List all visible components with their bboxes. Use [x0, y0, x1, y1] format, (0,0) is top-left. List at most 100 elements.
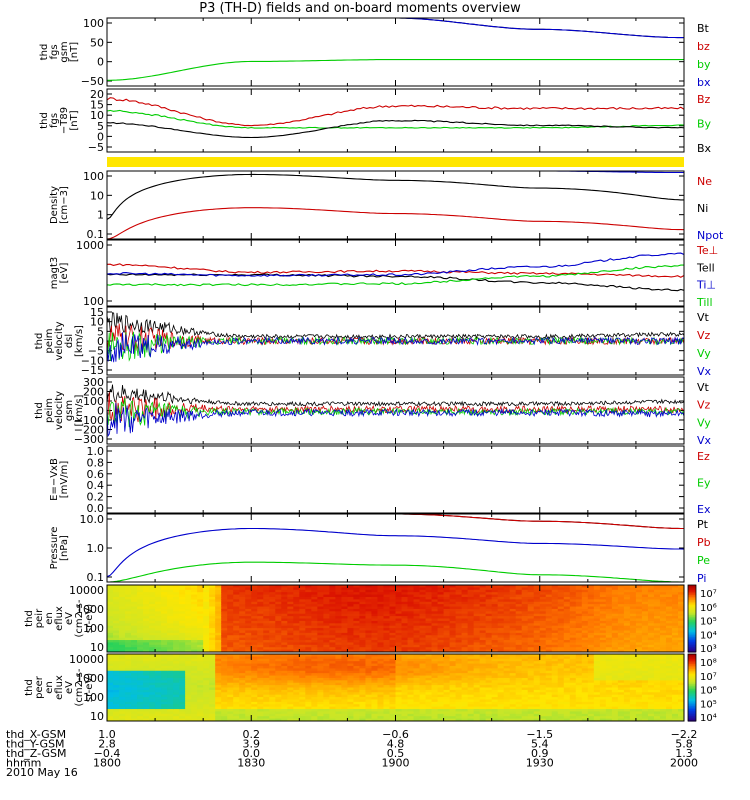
heatmap-cell: [395, 687, 403, 691]
heatmap-cell: [509, 718, 517, 721]
heatmap-cell: [599, 606, 607, 610]
heatmap-cell: [425, 587, 433, 591]
heatmap-cell: [113, 594, 120, 598]
heatmap-cell: [137, 628, 144, 632]
heatmap-cell: [299, 616, 306, 620]
heatmap-cell: [359, 685, 367, 689]
heatmap-cell: [647, 635, 655, 639]
heatmap-cell: [107, 644, 114, 648]
heatmap-cell: [431, 589, 439, 593]
heatmap-cell: [515, 618, 523, 622]
heatmap-cell: [605, 640, 613, 644]
heatmap-cell: [545, 665, 553, 669]
heatmap-cell: [527, 716, 535, 720]
heatmap-cell: [431, 694, 439, 698]
heatmap-cell: [329, 611, 336, 615]
heatmap-cell: [257, 647, 264, 651]
heatmap-cell: [425, 637, 433, 641]
heatmap-cell: [329, 640, 336, 644]
heatmap-cell: [521, 670, 529, 674]
heatmap-cell: [317, 637, 324, 641]
heatmap-cell: [389, 665, 397, 669]
heatmap-cell: [227, 613, 234, 617]
heatmap-cell: [383, 642, 391, 646]
heatmap-cell: [275, 689, 282, 693]
heatmap-cell: [293, 649, 300, 652]
heatmap-cell: [185, 640, 192, 644]
heatmap-cell: [281, 616, 288, 620]
heatmap-cell: [293, 668, 300, 672]
heatmap-cell: [413, 613, 421, 617]
heatmap-cell: [191, 630, 198, 634]
legend-label: Vt: [697, 381, 710, 394]
heatmap-cell: [293, 665, 300, 669]
heatmap-cell: [491, 677, 499, 681]
heatmap-cell: [335, 658, 343, 662]
heatmap-cell: [113, 585, 120, 588]
heatmap-cell: [455, 685, 463, 689]
heatmap-cell: [179, 685, 186, 689]
heatmap-cell: [413, 630, 421, 634]
heatmap-cell: [275, 665, 282, 669]
heatmap-cell: [545, 675, 553, 679]
heatmap-cell: [443, 699, 451, 703]
heatmap-cell: [317, 585, 324, 588]
heatmap-cell: [677, 630, 684, 634]
heatmap-cell: [611, 592, 619, 596]
heatmap-cell: [257, 644, 264, 648]
heatmap-cell: [227, 665, 234, 669]
heatmap-cell: [173, 701, 180, 705]
heatmap-cell: [251, 668, 258, 672]
heatmap-cell: [287, 611, 294, 615]
heatmap-cell: [323, 599, 330, 603]
heatmap-cell: [551, 642, 559, 646]
heatmap-cell: [575, 611, 583, 615]
heatmap-cell: [545, 620, 553, 624]
heatmap-cell: [377, 611, 385, 615]
y-tick-label: 0.8: [87, 456, 105, 469]
heatmap-cell: [113, 677, 120, 681]
heatmap-cell: [389, 642, 397, 646]
heatmap-cell: [401, 647, 409, 651]
heatmap-cell: [377, 694, 385, 698]
heatmap-cell: [479, 628, 487, 632]
heatmap-cell: [497, 618, 505, 622]
heatmap-cell: [635, 587, 643, 591]
heatmap-cell: [221, 587, 228, 591]
heatmap-cell: [491, 620, 499, 624]
heatmap-cell: [389, 689, 397, 693]
heatmap-cell: [413, 637, 421, 641]
heatmap-cell: [575, 628, 583, 632]
heatmap-cell: [251, 587, 258, 591]
heatmap-cell: [275, 604, 282, 608]
heatmap-cell: [407, 680, 415, 684]
heatmap-cell: [359, 649, 367, 652]
heatmap-cell: [197, 625, 204, 629]
heatmap-cell: [395, 611, 403, 615]
heatmap-cell: [629, 606, 637, 610]
heatmap-cell: [185, 647, 192, 651]
heatmap-cell: [329, 709, 336, 713]
heatmap-cell: [335, 680, 343, 684]
heatmap-cell: [587, 637, 595, 641]
heatmap-cell: [341, 673, 349, 677]
heatmap-cell: [245, 620, 252, 624]
heatmap-cell: [563, 616, 571, 620]
heatmap-cell: [521, 694, 529, 698]
heatmap-cell: [317, 680, 324, 684]
heatmap-cell: [365, 687, 373, 691]
heatmap-cell: [353, 694, 361, 698]
heatmap-cell: [161, 711, 168, 715]
heatmap-cell: [359, 692, 367, 696]
heatmap-cell: [311, 594, 318, 598]
heatmap-cell: [143, 606, 150, 610]
heatmap-cell: [113, 701, 120, 705]
heatmap-cell: [437, 635, 445, 639]
heatmap-cell: [539, 620, 547, 624]
heatmap-cell: [521, 658, 529, 662]
heatmap-cell: [335, 606, 343, 610]
heatmap-cell: [251, 616, 258, 620]
heatmap-cell: [293, 682, 300, 686]
heatmap-cell: [407, 697, 415, 701]
heatmap-cell: [143, 647, 150, 651]
